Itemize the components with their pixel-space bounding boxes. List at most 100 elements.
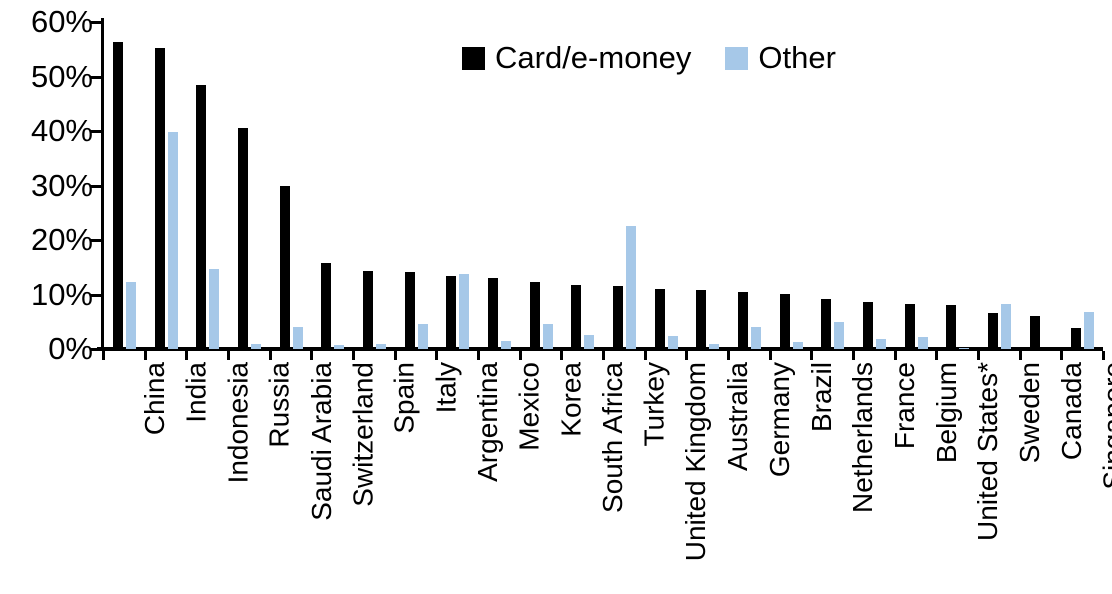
y-axis-tick-label: 60% [30,4,93,39]
bar-card-e-money [196,85,206,349]
bar-other [376,344,386,349]
bar-other [418,324,428,349]
x-axis-category-label: France [889,362,920,450]
bar-card-e-money [821,299,831,349]
bar-other [334,345,344,349]
bar-card-e-money [905,304,915,349]
x-tick-mark [143,351,147,360]
bar-other [543,324,553,349]
bar-card-e-money [280,186,290,349]
legend-label-card-e-money: Card/e-money [495,40,692,75]
bar-card-e-money [405,272,415,349]
bar-card-e-money [488,278,498,349]
bar-card-e-money [780,294,790,349]
x-axis-category-label: United States* [972,362,1004,541]
bar-other [709,344,719,349]
bar-other [751,327,761,349]
x-axis-category-label: Russia [264,362,295,448]
legend-label-other: Other [758,40,836,75]
bar-other [126,282,136,349]
x-axis-category-label: United Kingdom [680,362,712,562]
y-tick-mark [91,293,101,297]
x-tick-mark [768,351,772,360]
bar-other [293,327,303,349]
x-tick-mark [310,351,314,360]
y-tick-mark [91,184,101,188]
x-axis-category-label: Australia [722,362,754,471]
bar-other [459,274,469,349]
bar-card-e-money [863,302,873,349]
x-tick-mark [393,351,397,360]
y-axis-tick-label: 10% [30,276,93,312]
bar-other [876,339,886,349]
bar-other [501,341,511,349]
bar-other [1001,304,1011,349]
x-tick-mark [935,351,939,360]
bar-other [834,322,844,349]
bar-other [793,342,803,349]
x-tick-mark [268,351,272,360]
bar-other [626,226,636,349]
card-e-money-swatch-icon [462,46,485,70]
x-tick-mark [518,351,522,360]
bar-other [251,344,261,349]
x-axis-category-label: Mexico [514,362,545,451]
y-axis-tick-label: 0% [48,331,93,366]
x-tick-mark [1060,351,1064,360]
x-axis-category-label: South Africa [597,362,629,513]
bar-card-e-money [655,289,665,349]
y-tick-mark [91,21,101,24]
x-axis-category-label: Germany [764,362,795,478]
x-tick-mark [477,351,480,360]
x-tick-mark [727,351,730,360]
other-swatch-icon [725,46,749,70]
bar-card-e-money [446,276,456,349]
bar-card-e-money [1030,316,1040,349]
x-tick-mark [227,351,230,360]
x-axis-category-label: Belgium [930,362,962,464]
legend-item-other: Other [725,42,836,74]
x-tick-mark [1018,351,1022,360]
bar-card-e-money [738,292,748,349]
x-axis-category-label: Singapore [1097,362,1112,490]
x-tick-mark [893,351,897,360]
y-tick-mark [91,75,101,79]
bar-card-e-money [1071,328,1081,349]
bar-other [668,336,678,349]
y-axis-line [101,18,104,351]
x-axis-category-label: Italy [430,362,462,414]
x-axis-category-label: Canada [1055,362,1087,461]
x-axis-category-label: Netherlands [847,362,879,513]
bar-other [584,335,594,349]
bar-card-e-money [238,128,248,349]
x-axis-category-label: Switzerland [347,362,379,507]
x-tick-mark [852,351,855,360]
x-axis-line [97,347,1103,351]
x-tick-mark [685,351,689,360]
x-tick-mark [560,351,564,360]
bar-card-e-money [613,286,623,349]
x-tick-mark [185,351,189,360]
bar-other [918,337,928,349]
legend-item-card-e-money: Card/e-money [462,42,691,74]
x-axis-category-label: Saudi Arabia [305,362,337,521]
bar-card-e-money [321,263,331,349]
bar-card-e-money [988,313,998,349]
x-axis-category-label: Indonesia [222,362,254,484]
bar-other [959,348,969,349]
x-axis-category-label: India [180,362,212,423]
x-tick-mark [810,351,814,360]
x-axis-category-label: Brazil [805,362,837,433]
bar-card-e-money [530,282,540,349]
bar-card-e-money [155,48,165,349]
bar-other [1084,312,1094,349]
x-tick-mark [102,351,105,360]
x-tick-mark [977,351,980,360]
x-tick-mark [435,351,439,360]
bar-card-e-money [113,42,123,349]
y-axis-tick-label: 40% [30,113,93,148]
y-tick-mark [91,239,101,242]
x-tick-mark [643,351,647,360]
x-axis-category-label: China [139,362,170,436]
